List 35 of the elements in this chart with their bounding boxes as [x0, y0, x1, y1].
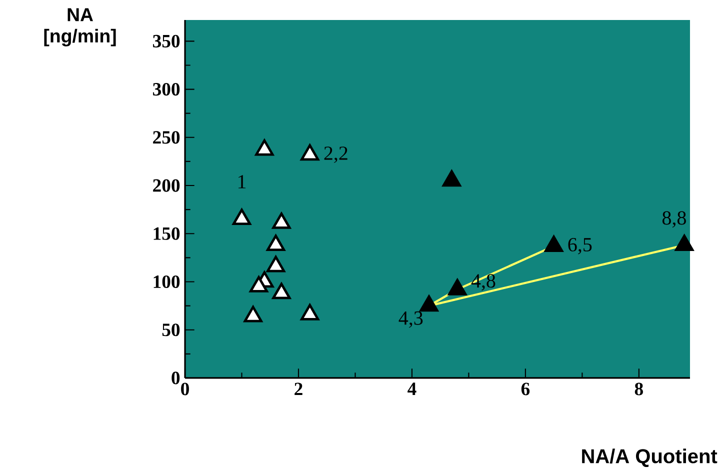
- y-tick-label: 350: [153, 34, 180, 48]
- point: [244, 306, 262, 322]
- annotation: 6,5: [568, 238, 592, 254]
- x-tick-label: 8: [634, 382, 643, 396]
- y-tick-label: 250: [153, 131, 180, 144]
- y-tick-label: 300: [153, 82, 180, 96]
- annotation: 8,8: [662, 211, 686, 228]
- annotation: 2,2: [324, 146, 348, 163]
- point: [442, 170, 461, 187]
- point: [255, 139, 274, 156]
- y-tick-label: 200: [153, 179, 180, 192]
- point: [300, 304, 320, 320]
- annotation: 4,8: [471, 274, 496, 291]
- y-tick-label: 0: [172, 372, 180, 384]
- point: [272, 212, 291, 229]
- x-tick-label: 2: [294, 382, 302, 396]
- x-tick-label: 0: [181, 382, 189, 396]
- point: [448, 278, 467, 296]
- x-axis-title: NA/A Quotient: [582, 448, 718, 468]
- point: [300, 144, 320, 161]
- point: [420, 295, 438, 312]
- x-tick-label: 6: [521, 382, 530, 396]
- point: [249, 276, 268, 292]
- annotation: 4,3: [398, 311, 423, 328]
- point: [544, 236, 564, 252]
- y-tick-label: 150: [154, 227, 180, 240]
- point: [232, 208, 252, 226]
- annotation: 1: [238, 175, 246, 188]
- y-axis-title: NA [ng/min]: [44, 8, 116, 46]
- point: [266, 234, 286, 252]
- point: [266, 256, 286, 272]
- point: [272, 282, 291, 300]
- y-tick-label: 50: [162, 324, 180, 336]
- x-tick-label: 4: [408, 382, 416, 395]
- y-tick-label: 100: [154, 275, 180, 288]
